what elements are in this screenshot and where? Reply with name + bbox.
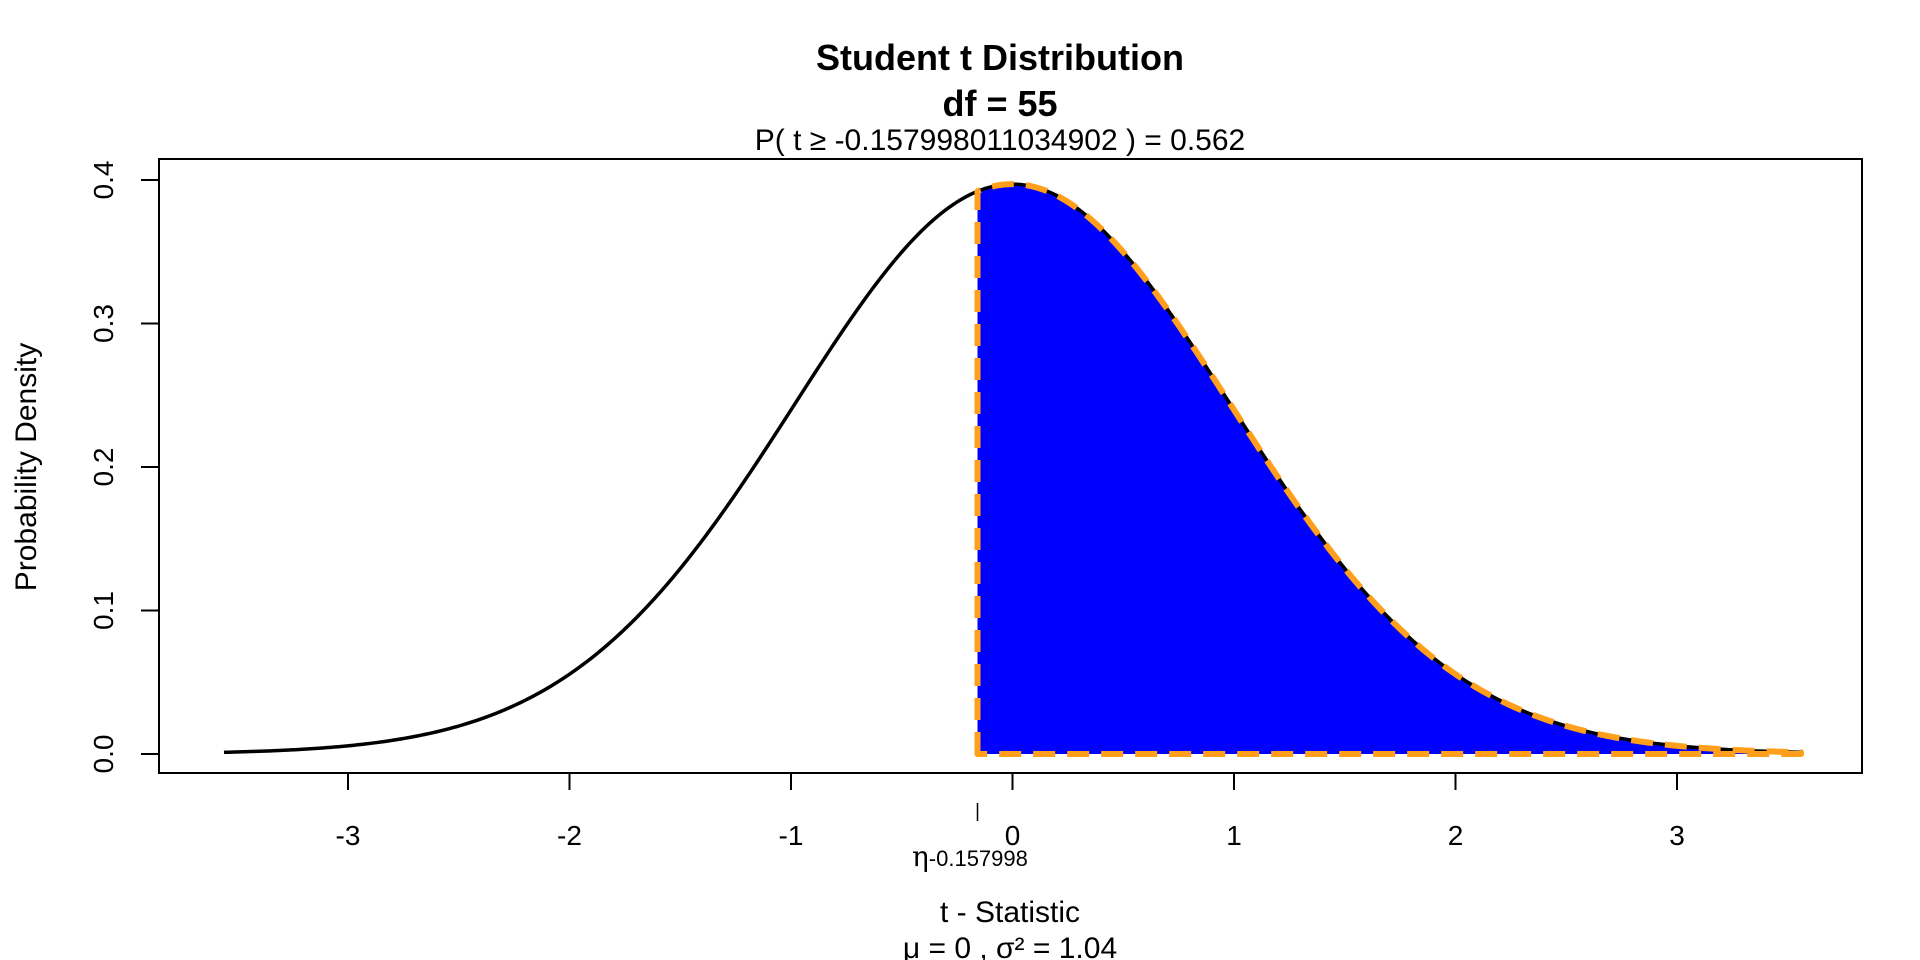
x-tick-label: -3	[336, 820, 361, 851]
x-tick-label: 2	[1448, 820, 1464, 851]
chart-df-label: df = 55	[942, 83, 1057, 124]
chart-title: Student t Distribution	[816, 37, 1184, 78]
shaded-area-outline	[974, 181, 1805, 757]
y-tick-label: 0.4	[88, 161, 119, 200]
x-axis-sublabel: μ = 0 , σ² = 1.04	[903, 932, 1117, 960]
x-tick-label: 0	[1005, 820, 1021, 851]
x-axis-label: t - Statistic	[940, 896, 1080, 929]
x-tick-label: -1	[779, 820, 804, 851]
y-tick-label: 0.1	[88, 591, 119, 630]
y-tick-label: 0.0	[88, 735, 119, 774]
y-axis-label: Probability Density	[10, 343, 43, 591]
x-tick-label: -2	[557, 820, 582, 851]
y-axis: 0.0 0.1 0.2 0.3 0.4	[88, 161, 160, 774]
x-tick-label: 3	[1669, 820, 1685, 851]
x-axis: -3 -2 -1 0 1 2 3	[336, 772, 1685, 851]
y-tick-label: 0.3	[88, 304, 119, 343]
critical-value-label: η-0.157998	[912, 840, 1028, 873]
x-tick-label: 1	[1226, 820, 1242, 851]
chart-subtitle: P( t ≥ -0.157998011034902 ) = 0.562	[755, 124, 1245, 157]
eta-symbol: η	[912, 840, 929, 873]
shaded-tail-area	[977, 184, 1802, 755]
critical-value-text: -0.157998	[929, 846, 1028, 871]
y-tick-label: 0.2	[88, 448, 119, 487]
plot-area	[223, 181, 1805, 757]
critical-value-marker: η-0.157998	[912, 803, 1028, 873]
